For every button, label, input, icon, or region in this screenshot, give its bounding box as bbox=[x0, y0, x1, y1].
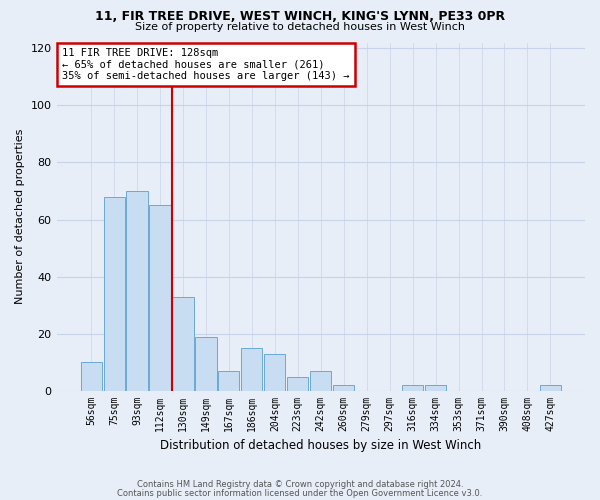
Bar bbox=[127, 191, 148, 391]
Y-axis label: Number of detached properties: Number of detached properties bbox=[15, 129, 25, 304]
Bar bbox=[333, 386, 354, 391]
Bar bbox=[425, 386, 446, 391]
Bar bbox=[264, 354, 286, 391]
Bar bbox=[310, 371, 331, 391]
Text: 11 FIR TREE DRIVE: 128sqm
← 65% of detached houses are smaller (261)
35% of semi: 11 FIR TREE DRIVE: 128sqm ← 65% of detac… bbox=[62, 48, 349, 81]
Bar bbox=[196, 337, 217, 391]
Bar bbox=[402, 386, 423, 391]
Bar bbox=[218, 371, 239, 391]
Text: Contains HM Land Registry data © Crown copyright and database right 2024.: Contains HM Land Registry data © Crown c… bbox=[137, 480, 463, 489]
Bar bbox=[149, 206, 170, 391]
Bar bbox=[241, 348, 262, 391]
Bar bbox=[104, 197, 125, 391]
Bar bbox=[80, 362, 101, 391]
Bar bbox=[287, 377, 308, 391]
Text: Size of property relative to detached houses in West Winch: Size of property relative to detached ho… bbox=[135, 22, 465, 32]
Bar bbox=[172, 297, 194, 391]
Text: Contains public sector information licensed under the Open Government Licence v3: Contains public sector information licen… bbox=[118, 489, 482, 498]
Bar bbox=[540, 386, 561, 391]
Text: 11, FIR TREE DRIVE, WEST WINCH, KING'S LYNN, PE33 0PR: 11, FIR TREE DRIVE, WEST WINCH, KING'S L… bbox=[95, 10, 505, 23]
X-axis label: Distribution of detached houses by size in West Winch: Distribution of detached houses by size … bbox=[160, 440, 481, 452]
